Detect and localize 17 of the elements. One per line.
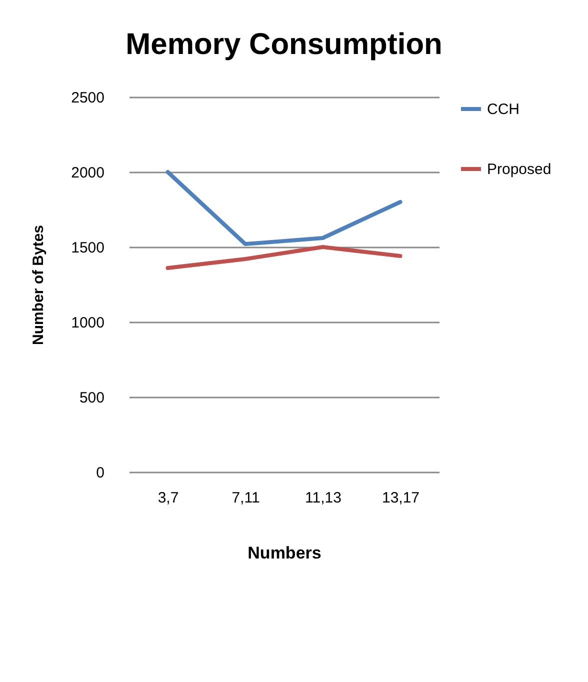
y-tick-label: 2000 <box>71 164 104 182</box>
y-tick-label: 2500 <box>71 90 104 106</box>
legend-label: CCH <box>487 101 520 118</box>
x-tick-label: 11,13 <box>305 490 342 506</box>
y-tick-label: 1000 <box>71 314 104 332</box>
chart-title: Memory Consumption <box>126 28 442 61</box>
y-tick-label: 1500 <box>71 240 104 256</box>
x-tick-label: 13,17 <box>382 490 420 506</box>
line-series <box>166 170 402 246</box>
y-tick-label: 500 <box>79 390 104 406</box>
x-tick-label: 3,7 <box>158 490 179 506</box>
y-axis-title: Number of Bytes <box>30 224 48 346</box>
line-series <box>166 245 402 270</box>
legend-label: Proposed <box>487 161 552 178</box>
y-tick-label: 0 <box>96 464 104 482</box>
x-axis-title: Numbers <box>248 544 322 562</box>
x-tick-label: 7,11 <box>232 490 260 506</box>
